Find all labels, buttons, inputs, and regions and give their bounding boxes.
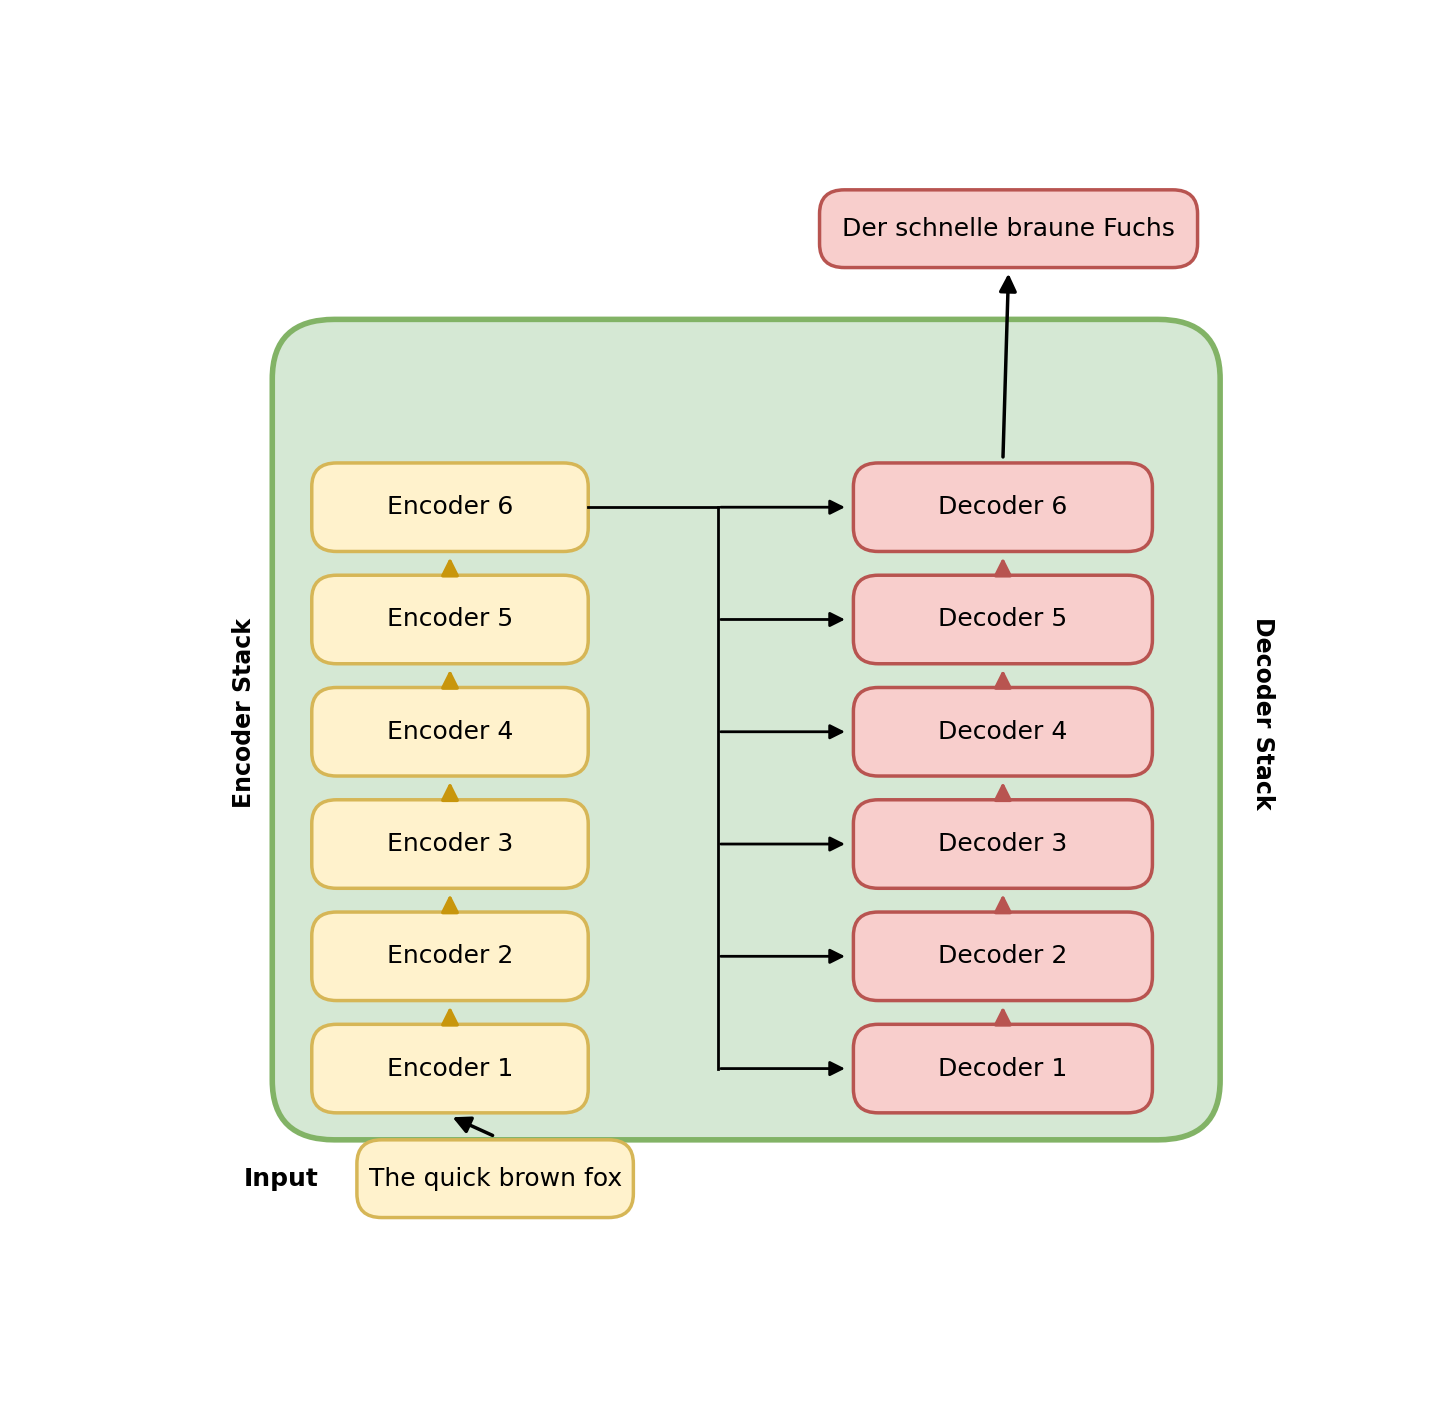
FancyBboxPatch shape xyxy=(272,320,1220,1140)
Text: Encoder 5: Encoder 5 xyxy=(387,607,513,631)
FancyBboxPatch shape xyxy=(853,1025,1153,1113)
Text: The quick brown fox: The quick brown fox xyxy=(368,1166,622,1190)
Text: Decoder 3: Decoder 3 xyxy=(938,831,1067,857)
Text: Der schnelle braune Fuchs: Der schnelle braune Fuchs xyxy=(842,217,1175,241)
FancyBboxPatch shape xyxy=(312,463,588,551)
FancyBboxPatch shape xyxy=(312,575,588,663)
Text: Decoder 1: Decoder 1 xyxy=(938,1057,1067,1081)
FancyBboxPatch shape xyxy=(312,687,588,777)
FancyBboxPatch shape xyxy=(853,913,1153,1001)
Text: Input: Input xyxy=(243,1166,319,1190)
FancyBboxPatch shape xyxy=(853,463,1153,551)
Text: Decoder 2: Decoder 2 xyxy=(938,945,1067,969)
FancyBboxPatch shape xyxy=(853,799,1153,889)
Text: Encoder 4: Encoder 4 xyxy=(387,719,513,743)
FancyBboxPatch shape xyxy=(312,913,588,1001)
FancyBboxPatch shape xyxy=(312,1025,588,1113)
Text: Decoder 4: Decoder 4 xyxy=(938,719,1067,743)
Text: Encoder 6: Encoder 6 xyxy=(387,495,513,519)
Text: Decoder 5: Decoder 5 xyxy=(938,607,1067,631)
FancyBboxPatch shape xyxy=(820,189,1197,268)
Text: Encoder 1: Encoder 1 xyxy=(387,1057,513,1081)
FancyBboxPatch shape xyxy=(853,687,1153,777)
FancyBboxPatch shape xyxy=(312,799,588,889)
FancyBboxPatch shape xyxy=(853,575,1153,663)
Text: Encoder 3: Encoder 3 xyxy=(387,831,513,857)
FancyBboxPatch shape xyxy=(357,1140,633,1217)
Text: Encoder Stack: Encoder Stack xyxy=(232,618,256,809)
Text: Decoder Stack: Decoder Stack xyxy=(1251,617,1275,810)
Text: Encoder 2: Encoder 2 xyxy=(387,945,513,969)
Text: Decoder 6: Decoder 6 xyxy=(938,495,1067,519)
